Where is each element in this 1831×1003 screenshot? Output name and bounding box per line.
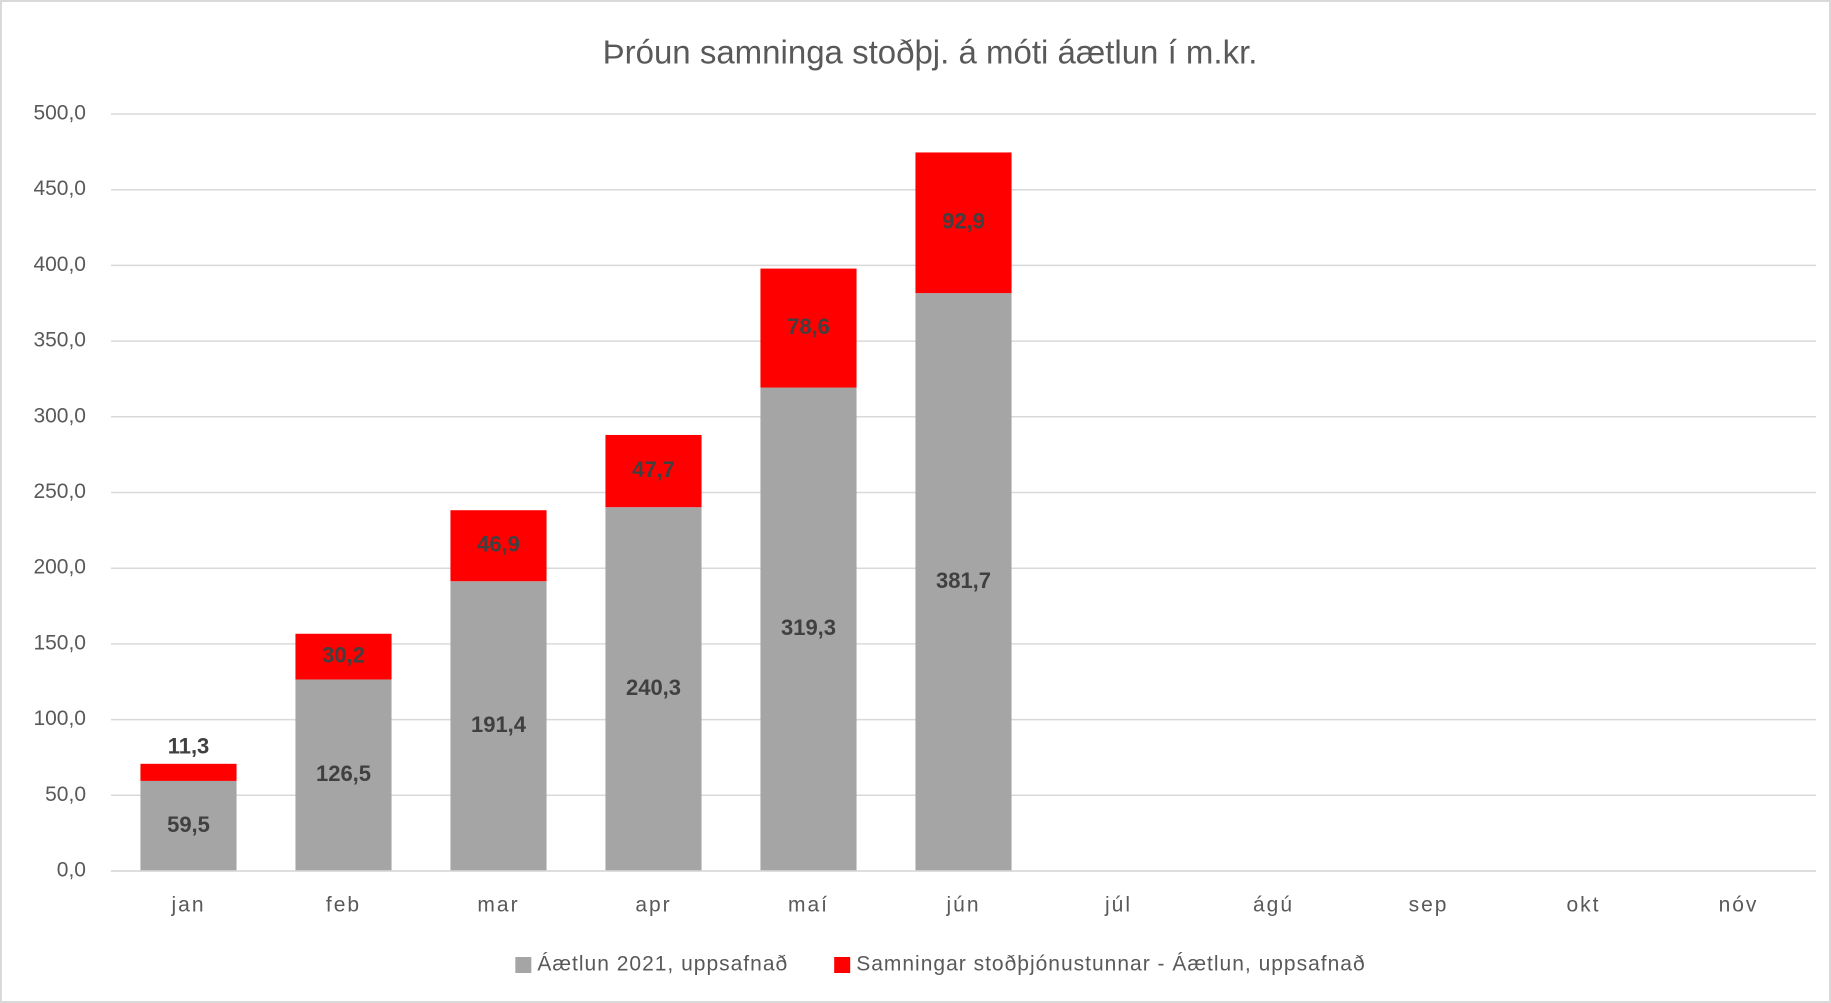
x-tick-label: maí — [788, 894, 829, 917]
x-tick-label: ágú — [1253, 894, 1294, 917]
data-label: 92,9 — [942, 209, 985, 234]
y-tick-label: 250,0 — [33, 480, 86, 503]
data-label: 47,7 — [632, 457, 675, 482]
x-tick-label: sep — [1409, 894, 1449, 917]
x-tick-label: okt — [1566, 894, 1600, 917]
bar-segment — [450, 581, 547, 871]
legend-swatch — [834, 957, 851, 973]
legend-label: Áætlun 2021, uppsafnað — [537, 953, 788, 976]
y-tick-label: 50,0 — [45, 783, 86, 806]
data-label: 59,5 — [167, 812, 210, 837]
y-tick-label: 450,0 — [33, 177, 86, 200]
bar-segment — [140, 763, 237, 781]
bar-segment — [760, 268, 857, 388]
x-tick-label: jún — [945, 894, 980, 917]
data-label: 240,3 — [626, 675, 681, 700]
y-tick-label: 0,0 — [57, 859, 86, 882]
bar-segment — [605, 434, 702, 508]
x-tick-label: jan — [170, 894, 205, 917]
y-tick-label: 350,0 — [33, 329, 86, 352]
legend: Áætlun 2021, uppsafnað Samningar stoðþjón… — [515, 953, 1365, 976]
y-tick-label: 400,0 — [33, 253, 86, 276]
x-tick-label: feb — [326, 894, 361, 917]
chart-title: Þróun samninga stoðþj. á móti áætlun í m… — [603, 34, 1258, 71]
data-label: 126,5 — [316, 761, 371, 786]
bar-segment — [295, 633, 392, 680]
bar-segment — [450, 510, 547, 582]
y-tick-label: 100,0 — [33, 707, 86, 730]
data-label: 11,3 — [168, 734, 210, 759]
x-tick-label: júl — [1104, 894, 1132, 917]
y-tick-label: 150,0 — [33, 631, 86, 654]
bar-segment — [140, 780, 237, 871]
x-tick-label: mar — [477, 894, 519, 917]
data-label: 319,3 — [781, 615, 836, 640]
bar-segment — [295, 679, 392, 871]
bar-segment — [915, 152, 1012, 294]
data-label: 191,4 — [471, 712, 527, 737]
y-tick-label: 500,0 — [33, 102, 86, 125]
x-tick-label: nóv — [1719, 894, 1759, 917]
data-label: 78,6 — [787, 314, 830, 339]
data-label: 30,2 — [322, 642, 365, 667]
bar-segment — [760, 387, 857, 871]
bar-segment — [605, 507, 702, 871]
y-tick-label: 200,0 — [33, 556, 86, 579]
bar-segment — [915, 293, 1012, 871]
legend-swatch — [515, 957, 532, 973]
y-tick-label: 300,0 — [33, 404, 86, 427]
legend-label: Samningar stoðþjónustunnar - Áætlun, upp… — [856, 953, 1365, 976]
data-label: 381,7 — [936, 568, 991, 593]
x-tick-label: apr — [635, 894, 671, 917]
data-label: 46,9 — [477, 532, 520, 557]
